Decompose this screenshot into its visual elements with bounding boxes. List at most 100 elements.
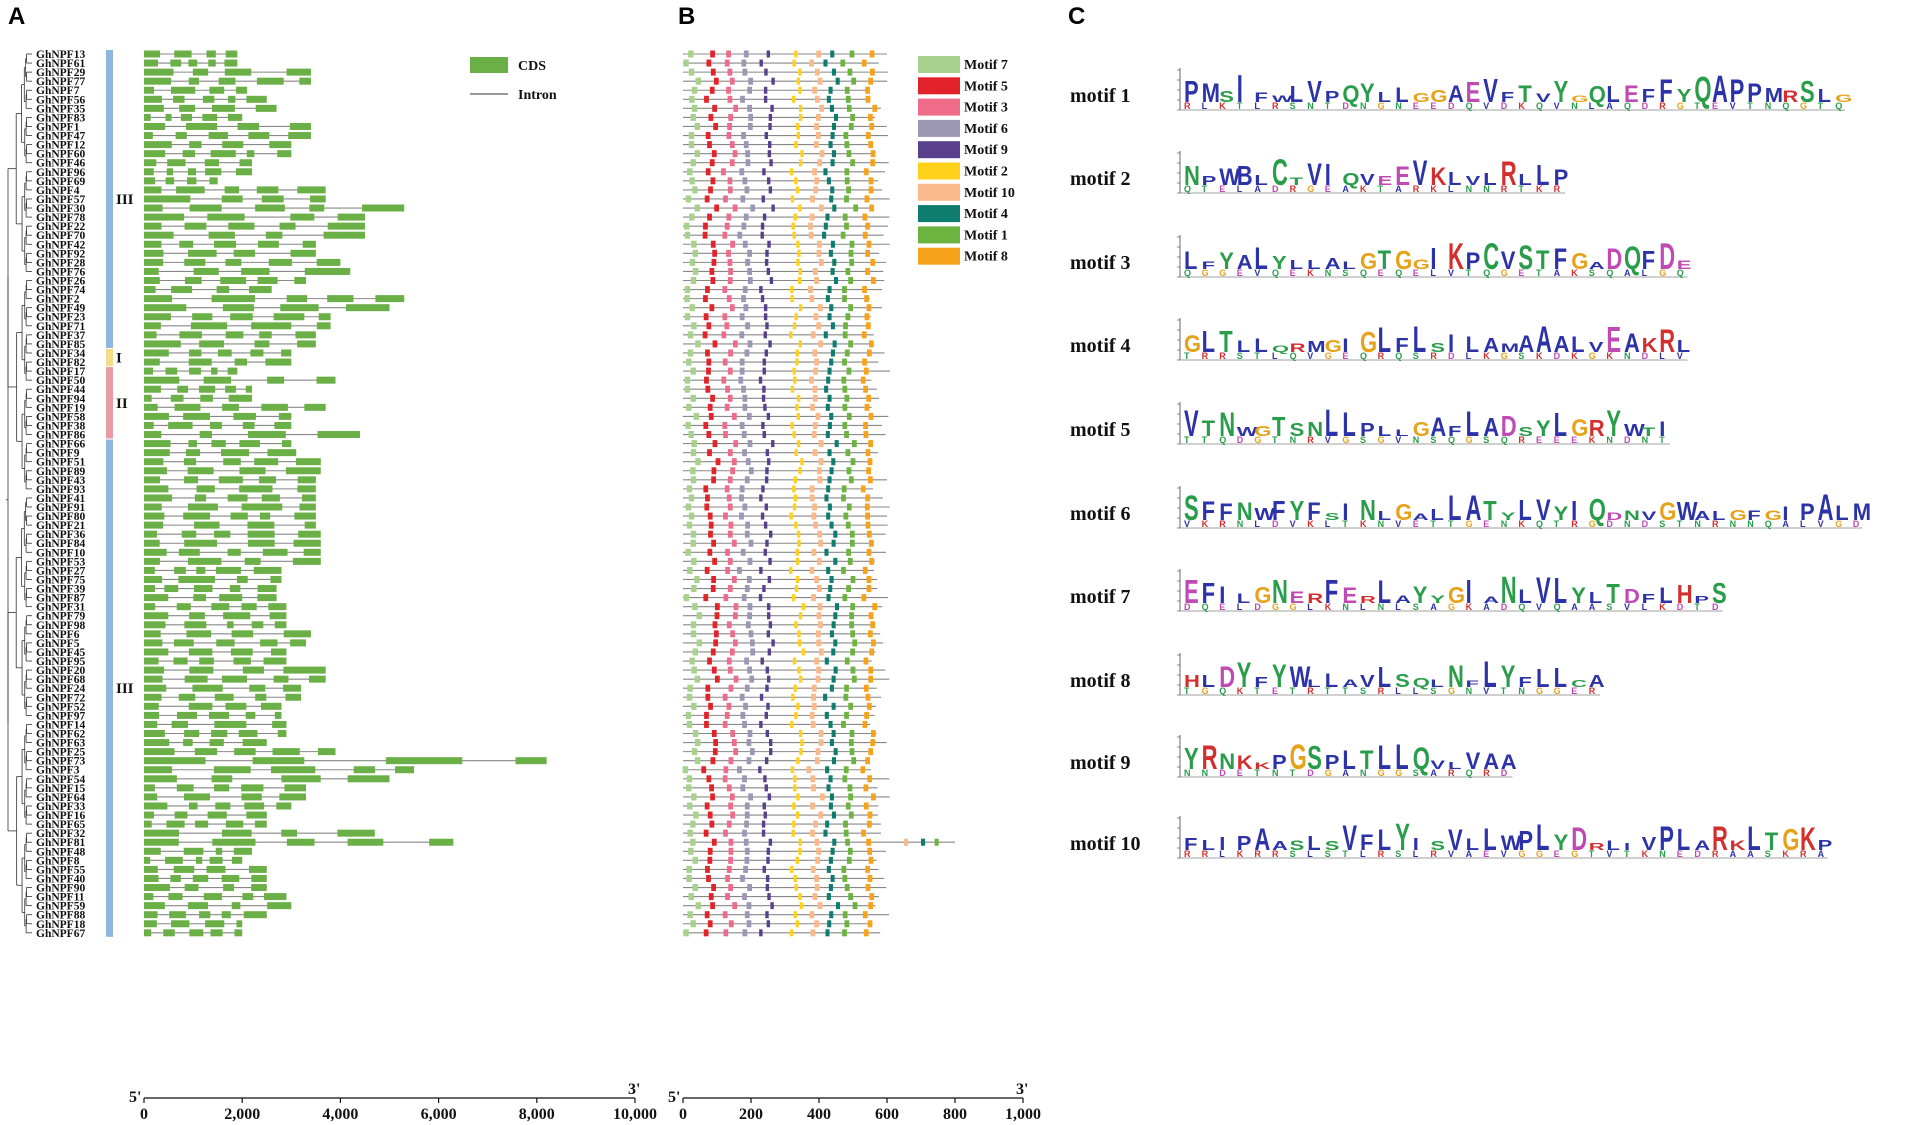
motif-block (747, 884, 753, 892)
motif-block (815, 748, 821, 756)
cds-block (189, 929, 204, 937)
motif-block (711, 476, 716, 484)
motif-block (768, 621, 773, 629)
logo-letter: L (1254, 240, 1267, 276)
logo-letter: G (1413, 256, 1430, 272)
motif-block (684, 313, 691, 321)
cds-block (174, 566, 186, 574)
motif-logo-label: motif 9 (1070, 752, 1131, 774)
motif-block (715, 458, 721, 466)
motif-block (860, 485, 866, 493)
motif-block (864, 711, 869, 719)
motif-block (796, 258, 800, 266)
group-bar (106, 367, 113, 439)
motif-block (793, 775, 797, 783)
logo-letter: G (1782, 822, 1799, 856)
cds-block (179, 104, 196, 112)
axis-tick-label: 0 (140, 1106, 148, 1123)
motif-block (827, 421, 832, 429)
motif-block (791, 829, 795, 837)
logo-letter: A (1395, 593, 1411, 606)
motif-block (850, 630, 856, 638)
motif-block (847, 784, 853, 792)
motif-block (766, 50, 771, 58)
motif-block (823, 693, 828, 701)
cds-block (216, 286, 230, 294)
motif-block (727, 367, 733, 375)
gene-label: GhNPF95 (36, 656, 85, 668)
cds-block (211, 775, 233, 783)
motif-block (816, 249, 822, 257)
motif-block (709, 159, 715, 167)
motif-legend-swatch (918, 162, 960, 180)
cds-block (173, 657, 188, 665)
logo-letter-minor: R (1219, 351, 1226, 361)
motif-block (817, 603, 823, 611)
motif-block (825, 766, 830, 774)
motif-block (761, 421, 765, 429)
motif-block (741, 594, 747, 602)
motif-block (750, 204, 756, 212)
motif-block (705, 385, 711, 393)
cds-block (144, 657, 159, 665)
motif-block (721, 376, 727, 384)
motif-block (748, 793, 754, 801)
motif-block (866, 240, 872, 248)
logo-letter-minor: N (1730, 519, 1737, 529)
cds-block (297, 485, 316, 493)
cds-block (188, 77, 200, 85)
cds-block (144, 286, 156, 294)
motif-block (764, 711, 768, 719)
logo-letter: D (1501, 411, 1517, 442)
cds-block (144, 249, 164, 257)
logo-letter: R (1360, 593, 1377, 605)
cds-block (190, 322, 228, 330)
logo-letter: I (1659, 417, 1665, 440)
cds-block (206, 865, 226, 873)
cds-block (144, 603, 156, 611)
motif-block (861, 829, 866, 837)
motif-block (744, 856, 750, 864)
logo-letter: L (1413, 319, 1426, 360)
cds-block (186, 630, 212, 638)
cds-block (184, 730, 200, 737)
motif-block (724, 711, 730, 719)
gene-label: GhNPF36 (36, 529, 85, 541)
logo-letter: L (1378, 423, 1391, 439)
motif-block (729, 793, 735, 801)
cds-block (297, 186, 326, 194)
logo-letter-minor: D (1448, 101, 1455, 111)
cds-block (144, 231, 174, 239)
motif-rows (682, 50, 955, 937)
motif-block (841, 865, 847, 873)
motif-block (687, 684, 693, 692)
motif-block (865, 757, 870, 765)
logo-letter: F (1642, 87, 1655, 107)
motif-block (712, 104, 717, 112)
motif-block (861, 59, 867, 67)
cds-block (222, 304, 254, 312)
motif-block (731, 412, 737, 420)
motif-block (870, 150, 876, 158)
motif-block (728, 521, 734, 529)
motif-block (770, 902, 774, 910)
motif-block (808, 231, 814, 239)
logo-letter: M (1501, 341, 1519, 355)
motif-block (690, 467, 696, 475)
logo-letter: A (1483, 334, 1499, 357)
cds-block (246, 150, 255, 158)
motif-block (862, 213, 868, 221)
logo-letter: Y (1290, 496, 1305, 527)
gene-label: GhNPF7 (36, 85, 80, 97)
gene-label: GhNPF48 (36, 846, 85, 858)
motif-block (694, 122, 700, 130)
motif-block (843, 693, 849, 701)
motif-block (813, 367, 818, 375)
cds-block (216, 639, 235, 647)
cds-block (269, 141, 292, 149)
cds-block (195, 856, 203, 864)
motif-block (860, 376, 866, 384)
logo-letter: D (1571, 821, 1587, 857)
